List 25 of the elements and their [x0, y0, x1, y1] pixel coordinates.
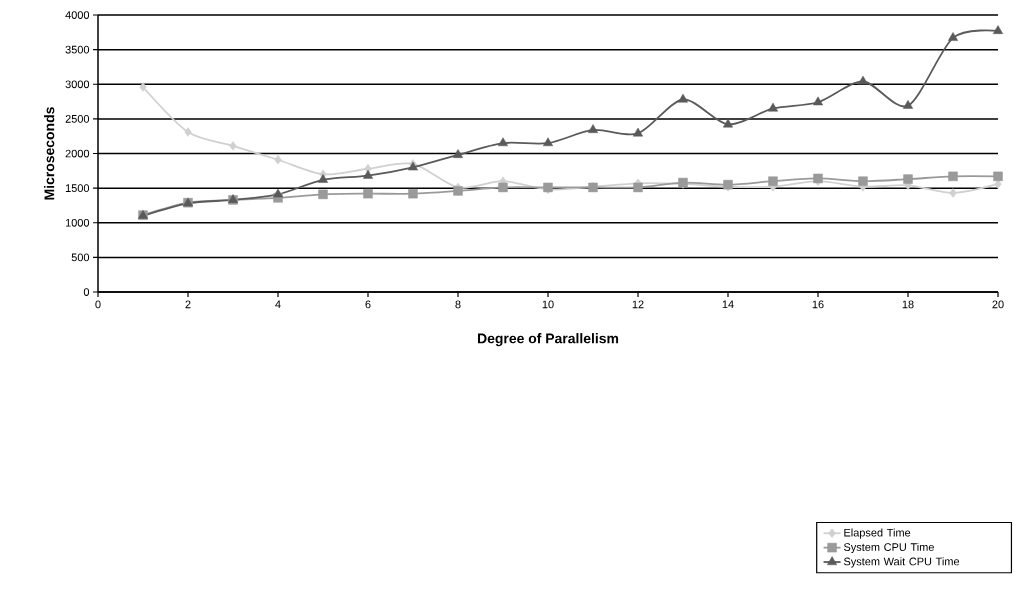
- legend-label: System Wait CPU Time: [843, 557, 960, 568]
- y-tick-label: 3500: [65, 45, 90, 54]
- x-tick-label: 12: [632, 300, 644, 309]
- x-axis-title: Degree of Parallelism: [478, 333, 619, 347]
- x-tick-label: 4: [275, 300, 281, 309]
- y-tick-label: 2000: [65, 149, 90, 158]
- y-tick-label: 500: [71, 253, 90, 262]
- y-axis-title: Microseconds: [44, 107, 55, 200]
- y-tick-label: 1000: [65, 218, 90, 227]
- y-tick-label: 4000: [65, 11, 90, 19]
- x-tick-label: 0: [95, 300, 101, 309]
- x-tick-label: 2: [185, 300, 191, 309]
- x-tick-label: 18: [902, 300, 914, 309]
- y-tick-label: 1500: [65, 184, 90, 193]
- x-tick-label: 20: [992, 300, 1004, 309]
- x-tick-label: 16: [812, 300, 824, 309]
- x-tick-label: 14: [722, 300, 734, 309]
- y-tick-label: 0: [83, 288, 90, 296]
- legend-label: System CPU Time: [843, 542, 934, 554]
- x-tick-label: 8: [455, 300, 461, 309]
- legend-label: Elapsed Time: [844, 528, 911, 539]
- y-tick-label: 3000: [65, 80, 90, 89]
- x-tick-label: 6: [365, 300, 371, 309]
- y-tick-label: 2500: [65, 115, 90, 123]
- x-tick-label: 10: [542, 300, 554, 309]
